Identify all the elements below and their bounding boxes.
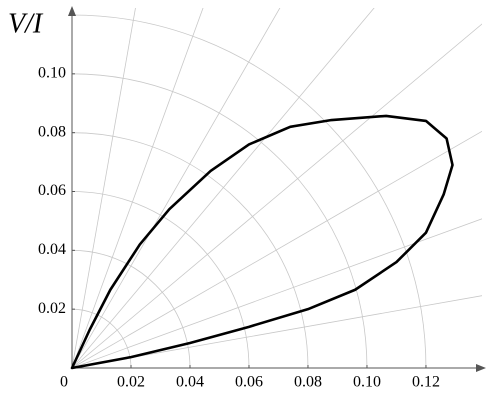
grid-arc	[72, 132, 309, 368]
grid-ray	[72, 218, 482, 368]
grid-ray	[72, 23, 482, 368]
x-tick-label: 0	[60, 374, 68, 391]
y-arrow	[68, 6, 76, 16]
grid-arc	[72, 73, 368, 368]
x-tick-label: 0.10	[353, 374, 381, 391]
x-tick-label: 0.06	[235, 374, 263, 391]
x-arrow	[476, 364, 486, 372]
curve	[70, 114, 454, 370]
x-tick-label: 0.02	[117, 374, 145, 391]
grid-ray	[72, 8, 281, 368]
y-tick-label: 0.06	[38, 182, 66, 199]
grid	[72, 8, 482, 368]
grid-ray	[72, 295, 482, 368]
x-tick-label: 0.04	[176, 374, 204, 391]
grid-ray	[72, 130, 482, 368]
y-tick-label: 0.02	[38, 300, 66, 317]
y-tick-label: 0.10	[38, 65, 66, 82]
y-tick-label: 0.04	[38, 241, 66, 258]
x-tick-label: 0.08	[294, 374, 322, 391]
grid-ray	[72, 8, 204, 368]
y-tick-label: 0.08	[38, 123, 66, 140]
grid-arc	[72, 14, 427, 368]
grid-ray	[72, 8, 136, 368]
grid-ray	[72, 8, 375, 368]
x-tick-label: 0.12	[412, 374, 440, 391]
y-axis-label: V/I	[8, 8, 44, 39]
